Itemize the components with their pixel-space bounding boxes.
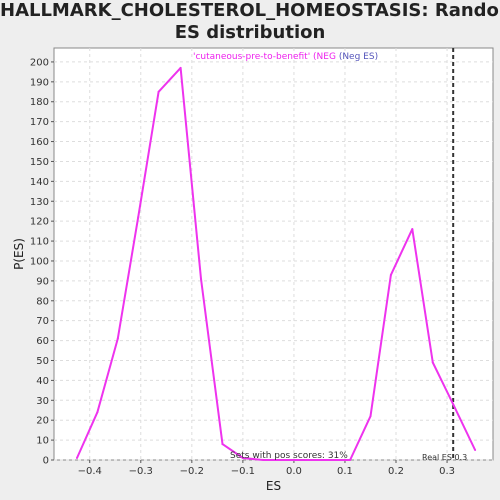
- data-point: [179, 66, 182, 69]
- data-point: [157, 90, 160, 93]
- y-tick-label: 0: [43, 456, 49, 467]
- y-tick-label: 130: [30, 197, 49, 208]
- y-tick-label: 200: [30, 57, 49, 68]
- x-tick-label: −0.2: [180, 466, 204, 477]
- data-point: [116, 337, 119, 340]
- plot-area: [53, 47, 494, 461]
- y-tick-label: 120: [30, 217, 49, 228]
- y-tick-label: 170: [30, 117, 49, 128]
- y-tick-label: 30: [36, 396, 49, 407]
- data-point: [474, 449, 477, 452]
- x-tick-label: 0.3: [439, 466, 455, 477]
- x-tick-label: 0.1: [337, 466, 353, 477]
- x-tick-label: −0.1: [231, 466, 255, 477]
- x-tick-label: −0.4: [78, 466, 102, 477]
- chart-title-line-2: ES distribution: [174, 22, 326, 43]
- y-tick-label: 160: [30, 137, 49, 148]
- data-point: [411, 228, 414, 231]
- data-point: [349, 459, 352, 461]
- data-point: [96, 411, 99, 414]
- data-point: [241, 457, 244, 460]
- chart-title: HALLMARK_CHOLESTEROL_HOMEOSTASIS: Random…: [0, 0, 500, 44]
- data-point: [389, 273, 392, 276]
- y-tick-label: 10: [36, 436, 49, 447]
- x-tick-label: 0.0: [286, 466, 302, 477]
- data-point: [343, 459, 346, 461]
- y-tick-label: 90: [36, 276, 49, 287]
- y-tick-label: 100: [30, 256, 49, 267]
- y-tick-label: 60: [36, 336, 49, 347]
- y-tick-label: 20: [36, 416, 49, 427]
- data-point: [262, 459, 265, 461]
- legend-label-phenotype: 'cutaneous-pre-to-benefit' (NEG: [193, 52, 336, 62]
- y-tick-label: 50: [36, 356, 49, 367]
- y-tick-label: 70: [36, 316, 49, 327]
- real-es-note: Real ES 0.3: [422, 453, 468, 462]
- y-axis-label: P(ES): [12, 238, 26, 270]
- data-point: [137, 216, 140, 219]
- x-tick-label: −0.3: [129, 466, 153, 477]
- x-axis-label: ES: [266, 479, 281, 493]
- data-point: [200, 277, 203, 280]
- data-point: [282, 459, 285, 461]
- data-point: [452, 403, 455, 406]
- y-tick-label: 80: [36, 296, 49, 307]
- x-tick-label: 0.2: [388, 466, 404, 477]
- legend-label-direction: (Neg ES): [338, 52, 379, 62]
- y-tick-label: 150: [30, 157, 49, 168]
- chart-title-line-1: HALLMARK_CHOLESTEROL_HOMEOSTASIS: Random: [0, 0, 500, 21]
- data-point: [303, 459, 306, 461]
- chart-legend: 'cutaneous-pre-to-benefit' (NEG (Neg ES): [193, 52, 378, 62]
- data-point: [369, 415, 372, 418]
- data-point: [323, 459, 326, 461]
- y-tick-label: 140: [30, 177, 49, 188]
- data-point: [221, 443, 224, 446]
- y-tick-label: 180: [30, 97, 49, 108]
- y-tick-label: 40: [36, 376, 49, 387]
- data-point: [75, 457, 78, 460]
- pos-scores-note: Sets with pos scores: 31%: [230, 451, 348, 461]
- y-tick-label: 190: [30, 77, 49, 88]
- y-tick-label: 110: [30, 237, 49, 248]
- data-point: [431, 361, 434, 364]
